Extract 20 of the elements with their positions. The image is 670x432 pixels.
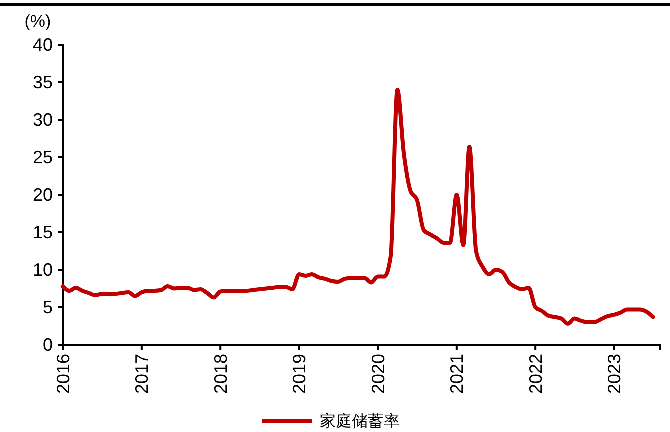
y-tick-label: 40 <box>32 34 53 55</box>
x-tick-label: 2018 <box>210 354 231 394</box>
x-tick-label: 2022 <box>526 354 546 394</box>
x-tick-label: 2021 <box>447 354 468 394</box>
legend-label: 家庭储蓄率 <box>320 412 400 431</box>
x-tick-label: 2017 <box>132 354 152 394</box>
x-tick-label: 2019 <box>290 354 310 394</box>
line-series <box>61 88 656 326</box>
y-tick-label: 25 <box>32 147 53 168</box>
x-tick-label: 2023 <box>604 354 625 394</box>
y-tick-label: 20 <box>32 184 53 205</box>
y-tick-label: 5 <box>42 297 53 318</box>
y-tick-label: 15 <box>32 222 53 242</box>
y-tick-label: 0 <box>42 334 53 355</box>
y-tick-label: 35 <box>32 72 53 92</box>
x-tick-label: 2020 <box>368 354 388 394</box>
y-tick-label: 10 <box>32 260 53 280</box>
x-tick-label: 2016 <box>53 354 74 394</box>
y-tick-label: 30 <box>32 110 53 130</box>
y-axis-title: (%) <box>24 12 52 31</box>
